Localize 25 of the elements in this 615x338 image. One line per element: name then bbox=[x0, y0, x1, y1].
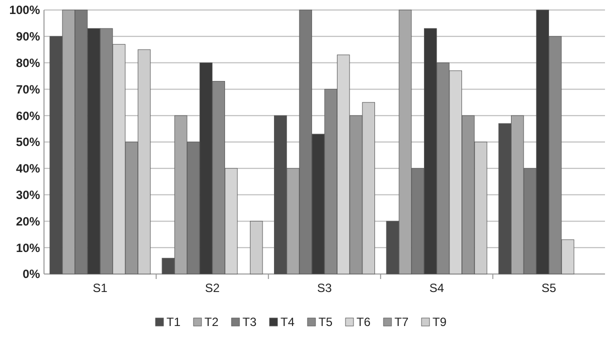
y-tick-label: 40% bbox=[16, 162, 40, 176]
x-tick-label: S2 bbox=[204, 281, 220, 295]
x-tick-label: S4 bbox=[429, 281, 444, 295]
x-tick-label: S5 bbox=[542, 281, 557, 295]
y-tick-label: 60% bbox=[16, 108, 40, 123]
legend-label: T2 bbox=[204, 315, 219, 330]
x-tick-label: S1 bbox=[92, 281, 108, 295]
legend-label: T5 bbox=[318, 315, 333, 330]
x-tick-label: S3 bbox=[317, 281, 332, 295]
y-tick-label: 20% bbox=[16, 214, 40, 228]
y-tick-label: 100% bbox=[9, 3, 40, 18]
y-tick-label: 80% bbox=[16, 56, 40, 70]
legend-label: T4 bbox=[280, 315, 295, 330]
y-tick-label: 90% bbox=[16, 30, 40, 44]
y-tick-label: 10% bbox=[16, 240, 40, 255]
legend-label: T6 bbox=[356, 315, 371, 330]
bar bbox=[250, 220, 263, 274]
legend-label: T1 bbox=[166, 315, 181, 330]
legend-label: T9 bbox=[432, 315, 447, 330]
legend-label: T3 bbox=[242, 315, 257, 330]
y-tick-label: 70% bbox=[16, 82, 40, 96]
y-tick-label: 0% bbox=[22, 267, 40, 282]
legend-label: T7 bbox=[394, 315, 409, 330]
y-tick-label: 30% bbox=[16, 188, 40, 202]
y-tick-label: 50% bbox=[16, 135, 40, 150]
